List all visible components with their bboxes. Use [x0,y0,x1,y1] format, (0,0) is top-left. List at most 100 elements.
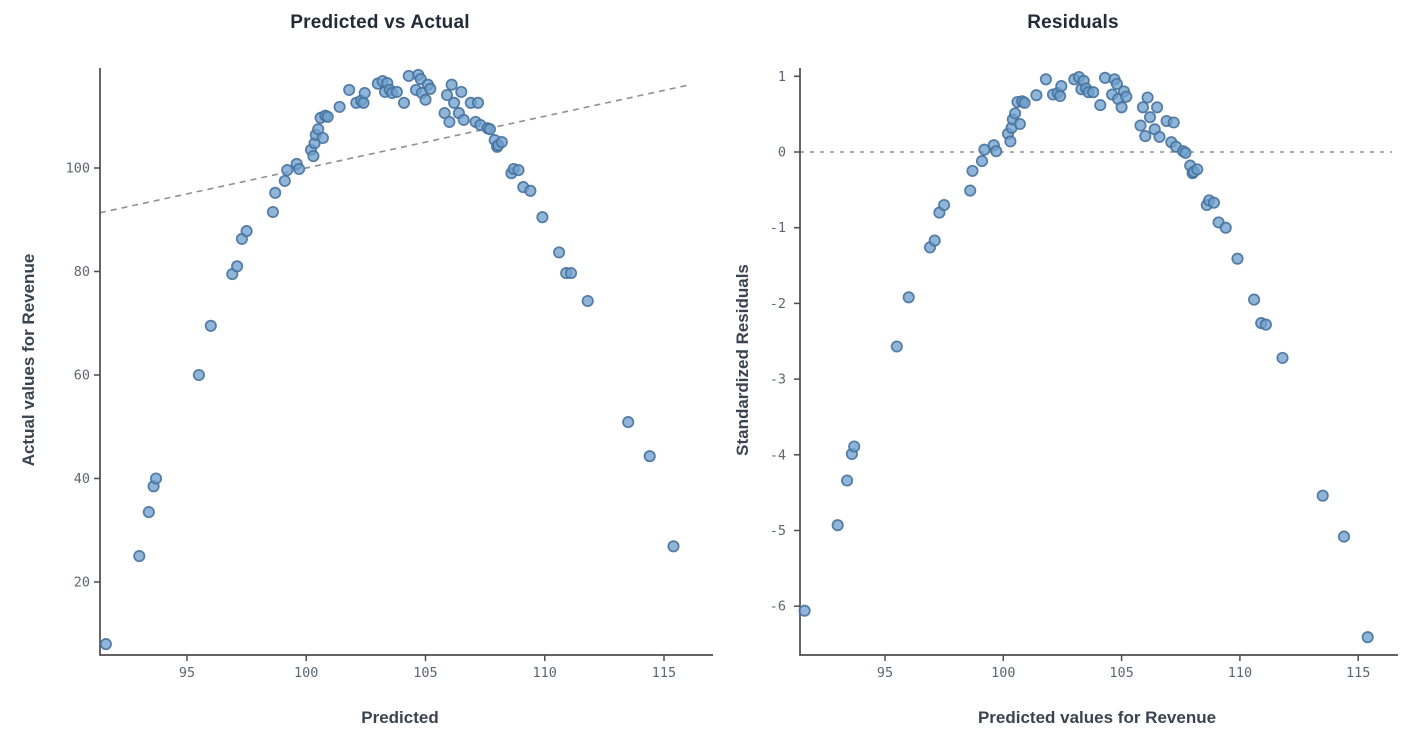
data-point [1191,163,1204,176]
data-point [581,294,594,308]
identity-reference-line [99,84,689,214]
x-tick-label: 115 [652,665,676,681]
data-point [1361,631,1374,644]
x-tick-label: 100 [991,665,1015,681]
data-point [831,519,844,532]
y-tick-label: -2 [770,296,786,312]
data-point [1276,351,1289,364]
data-point [667,540,680,553]
data-point [142,506,155,519]
x-tick-label: 95 [179,665,195,681]
data-point [1009,107,1022,120]
data-point [149,472,163,485]
data-point [564,267,578,280]
left-chart-title: Predicted vs Actual [290,12,470,33]
data-point [928,234,941,247]
data-point [281,164,294,177]
data-point [448,96,461,109]
data-point [1207,196,1220,209]
data-point [1018,96,1031,109]
data-point [643,450,656,463]
data-point [333,100,346,113]
data-point [321,110,334,123]
data-point [1139,130,1152,143]
data-point [269,186,282,199]
data-point [524,184,537,197]
data-point [978,143,991,156]
data-point [483,123,496,136]
data-point [278,174,291,187]
y-tick-label: 0 [778,145,786,161]
data-point [316,131,329,145]
data-point [536,211,549,224]
data-point [1030,89,1043,102]
y-tick-label: 40 [74,471,90,487]
data-point [1136,101,1149,114]
y-tick-label: -3 [770,372,786,388]
data-point [848,440,861,453]
data-point [890,340,903,353]
data-point [938,198,951,212]
data-point [1153,130,1166,143]
data-point [293,162,306,176]
data-point [307,150,320,163]
axis-frame [99,68,713,656]
data-point [99,638,112,651]
data-point [445,78,458,91]
right-chart-x-axis-label: Predicted values for Revenue [977,708,1217,727]
y-tick-label: -6 [770,599,786,615]
data-point [553,246,566,259]
data-point [495,136,508,149]
x-tick-label: 95 [877,665,893,681]
y-tick-label: 80 [74,264,90,280]
data-point [266,205,279,219]
data-point [975,155,989,168]
left-chart-x-axis-label: Predicted [361,708,439,727]
x-tick-label: 115 [1346,665,1370,681]
x-tick-label: 110 [1228,665,1252,681]
y-tick-label: 20 [74,575,90,591]
data-point [1337,530,1351,543]
data-point [1087,86,1100,99]
data-point [798,604,811,617]
data-point [512,164,525,177]
y-tick-label: -5 [770,523,786,539]
data-point [902,291,915,304]
data-point [358,86,371,100]
left-chart-y-axis-label: Actual values for Revenue [19,253,38,467]
x-tick-label: 100 [294,665,318,681]
data-point [1179,146,1192,159]
data-point [397,96,411,109]
data-point [1115,101,1128,114]
data-point [1120,90,1133,103]
data-point [966,164,979,177]
data-point [457,113,470,126]
data-point [1094,99,1107,112]
data-point [622,416,635,429]
data-point [1167,116,1180,129]
data-point [455,85,468,98]
data-point [1316,489,1329,502]
data-point [1054,89,1067,103]
data-point [1013,117,1026,131]
data-point [1259,318,1272,331]
data-point [343,83,356,96]
y-tick-label: 100 [66,161,90,177]
data-point [1151,101,1164,114]
data-point [240,225,253,238]
data-point [390,85,403,98]
data-point [231,260,244,273]
data-point [1231,252,1244,265]
axis-frame [799,68,1398,656]
y-tick-label: -4 [770,447,786,463]
data-point [841,474,854,487]
data-point [1248,293,1261,306]
data-point [471,96,485,109]
data-point [1134,119,1147,132]
data-point [204,319,217,332]
data-point [192,368,205,382]
data-point [1055,80,1068,93]
right-chart-title: Residuals [1027,12,1119,33]
